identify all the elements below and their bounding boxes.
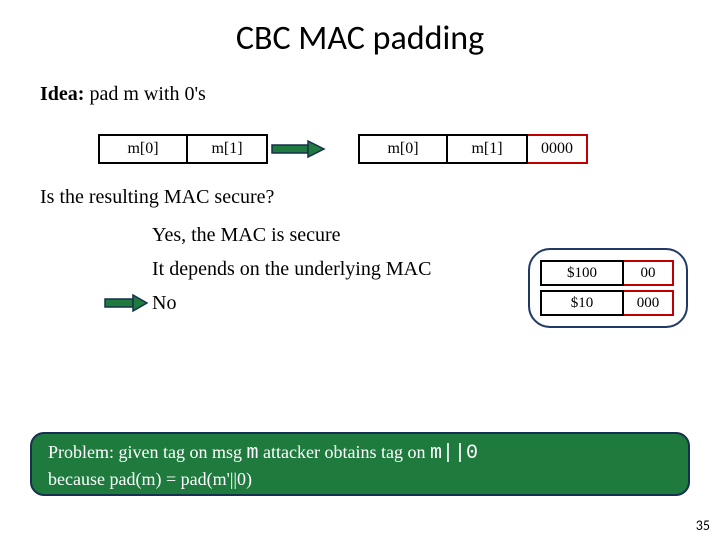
problem-text-2: attacker obtains tag on (259, 442, 430, 462)
idea-label: Idea: (40, 83, 84, 105)
answer-row-1: Yes, the MAC is secure (104, 221, 720, 249)
problem-mono-m0: m||0 (430, 442, 478, 465)
answer-1-text: Yes, the MAC is secure (152, 224, 341, 247)
page-number: 35 (696, 517, 710, 534)
example-100: $100 (540, 260, 624, 286)
block-m1-left: m[1] (188, 134, 268, 164)
idea-line: Idea: pad m with 0's (40, 83, 720, 106)
arrow-between-blocks (268, 139, 328, 159)
answer-3-text: No (152, 292, 176, 315)
example-row-1: $100 00 (540, 260, 676, 286)
block-m0-right: m[0] (358, 134, 448, 164)
problem-callout: Problem: given tag on msg m attacker obt… (30, 432, 690, 496)
answer-arrow-icon (104, 294, 152, 312)
block-m1-right: m[1] (448, 134, 528, 164)
question-text: Is the resulting MAC secure? (40, 186, 720, 209)
answer-2-text: It depends on the underlying MAC (152, 258, 431, 281)
problem-line2: because pad(m) = pad(m'||0) (48, 469, 252, 489)
idea-text: pad m with 0's (84, 83, 205, 105)
slide-title: CBC MAC padding (0, 0, 720, 59)
problem-text-1: given tag on msg (114, 442, 247, 462)
block-m0-left: m[0] (98, 134, 188, 164)
example-10-pad: 000 (624, 290, 674, 316)
example-box: $100 00 $10 000 (528, 248, 688, 328)
problem-mono-m: m (247, 442, 259, 465)
example-row-2: $10 000 (540, 290, 676, 316)
block-padding: 0000 (528, 134, 588, 164)
example-10: $10 (540, 290, 624, 316)
blocks-row: m[0] m[1] m[0] m[1] 0000 (98, 134, 720, 164)
example-100-pad: 00 (624, 260, 674, 286)
problem-lead: Problem: (48, 442, 114, 462)
